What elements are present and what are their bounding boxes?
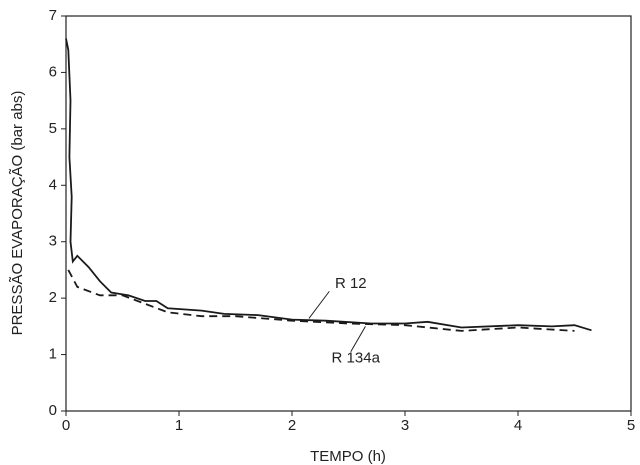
x-tick-label: 5 [627,417,635,434]
series-label: R 12 [335,275,367,292]
x-axis-label: TEMPO (h) [310,448,386,465]
plot-frame [65,15,632,412]
series-label: R 134a [332,349,381,366]
y-tick-label: 6 [49,63,57,80]
line [65,38,592,332]
label-leader [308,291,330,319]
y-axis-label: PRESSÃO EVAPORAÇÃO (bar abs) [9,91,26,336]
x-tick-label: 4 [514,417,522,434]
label-leader [350,326,366,353]
y-tick-label: 7 [49,7,57,24]
x-tick-label: 2 [288,417,296,434]
y-tick-label: 2 [49,289,57,306]
y-tick-label: 5 [49,120,57,137]
y-tick-label: 4 [49,176,57,193]
x-tick-label: 1 [175,417,183,434]
y-tick-label: 0 [49,402,57,419]
y-tick-label: 1 [49,346,57,363]
y-tick-label: 3 [49,233,57,250]
x-tick-label: 3 [401,417,409,434]
x-tick-label: 0 [62,417,70,434]
